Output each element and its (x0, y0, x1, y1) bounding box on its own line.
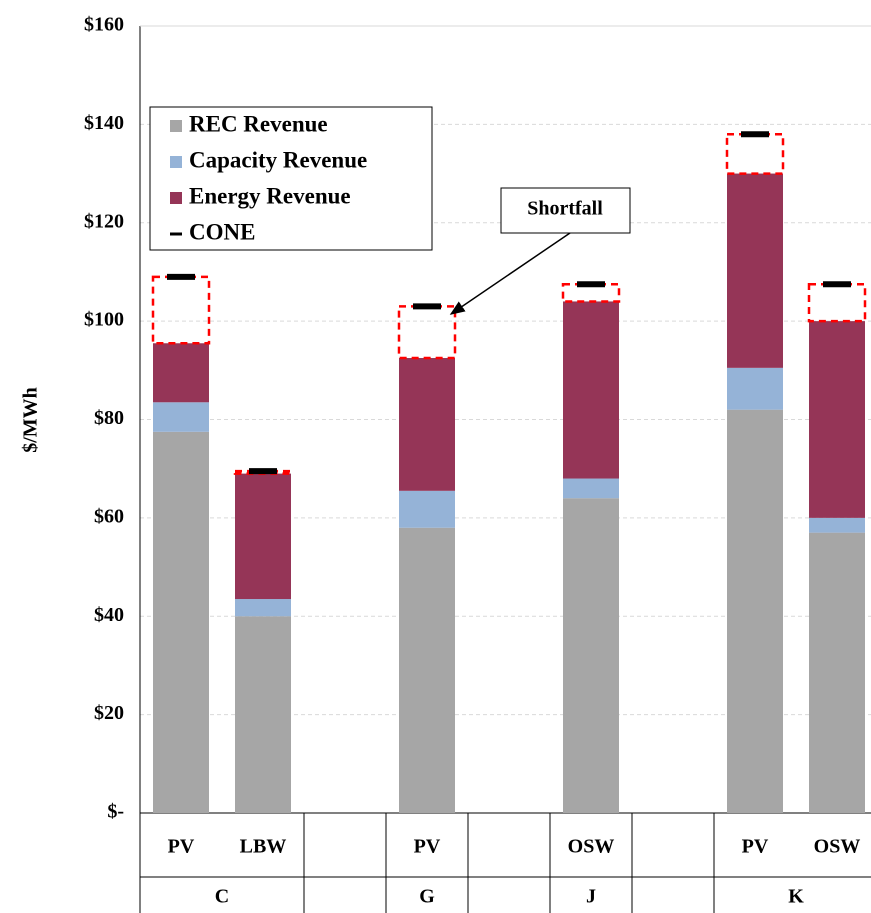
legend-box (149, 106, 433, 251)
bar-segment (399, 527, 455, 813)
x-tick-label: PV (742, 836, 769, 858)
x-tick-label: PV (414, 836, 441, 858)
bar-segment (809, 532, 865, 813)
bar-segment (727, 367, 783, 410)
bar-segment (563, 478, 619, 499)
shortfall-box (397, 305, 457, 360)
bar-segment (399, 490, 455, 528)
bar-segment (563, 301, 619, 479)
x-tick-label: LBW (240, 836, 287, 858)
bar-segment (153, 343, 209, 403)
y-tick-label: $- (107, 801, 124, 823)
group-label: C (215, 886, 229, 908)
annotation: Shortfall (527, 198, 603, 220)
bar-segment (563, 498, 619, 813)
legend-label: REC Revenue (189, 111, 328, 136)
annotation-arrow (449, 232, 571, 315)
bar-segment (153, 431, 209, 813)
legend-label: CONE (189, 219, 255, 244)
group-label: J (586, 886, 596, 908)
bar-segment (809, 517, 865, 533)
legend-label: Capacity Revenue (189, 147, 367, 172)
legend-swatch (170, 120, 182, 132)
y-tick-label: $60 (94, 505, 124, 527)
y-tick-label: $120 (84, 210, 124, 232)
y-tick-label: $80 (94, 407, 124, 429)
x-tick-label: PV (168, 836, 195, 858)
x-tick-label: OSW (568, 836, 615, 858)
y-tick-label: $160 (84, 14, 124, 36)
bar-segment (727, 409, 783, 813)
shortfall-box (807, 282, 867, 323)
bar-segment (235, 473, 291, 600)
bar-segment (809, 321, 865, 518)
y-tick-label: $20 (94, 702, 124, 724)
bar-segment (727, 173, 783, 368)
group-label: G (419, 886, 435, 908)
x-tick-label: OSW (814, 836, 861, 858)
shortfall-box (151, 275, 211, 345)
group-label: K (788, 886, 804, 908)
y-tick-label: $40 (94, 604, 124, 626)
y-axis-label: $/MWh (20, 387, 42, 453)
bar-segment (235, 599, 291, 617)
y-tick-label: $140 (84, 112, 124, 134)
bar-segment (153, 402, 209, 432)
bar-segment (399, 358, 455, 491)
legend-label: Energy Revenue (189, 183, 351, 208)
legend-swatch (170, 192, 182, 204)
annotation-box (500, 187, 631, 234)
y-tick-label: $100 (84, 309, 124, 331)
legend-swatch (170, 156, 182, 168)
bar-segment (235, 616, 291, 813)
shortfall-box (725, 132, 785, 175)
